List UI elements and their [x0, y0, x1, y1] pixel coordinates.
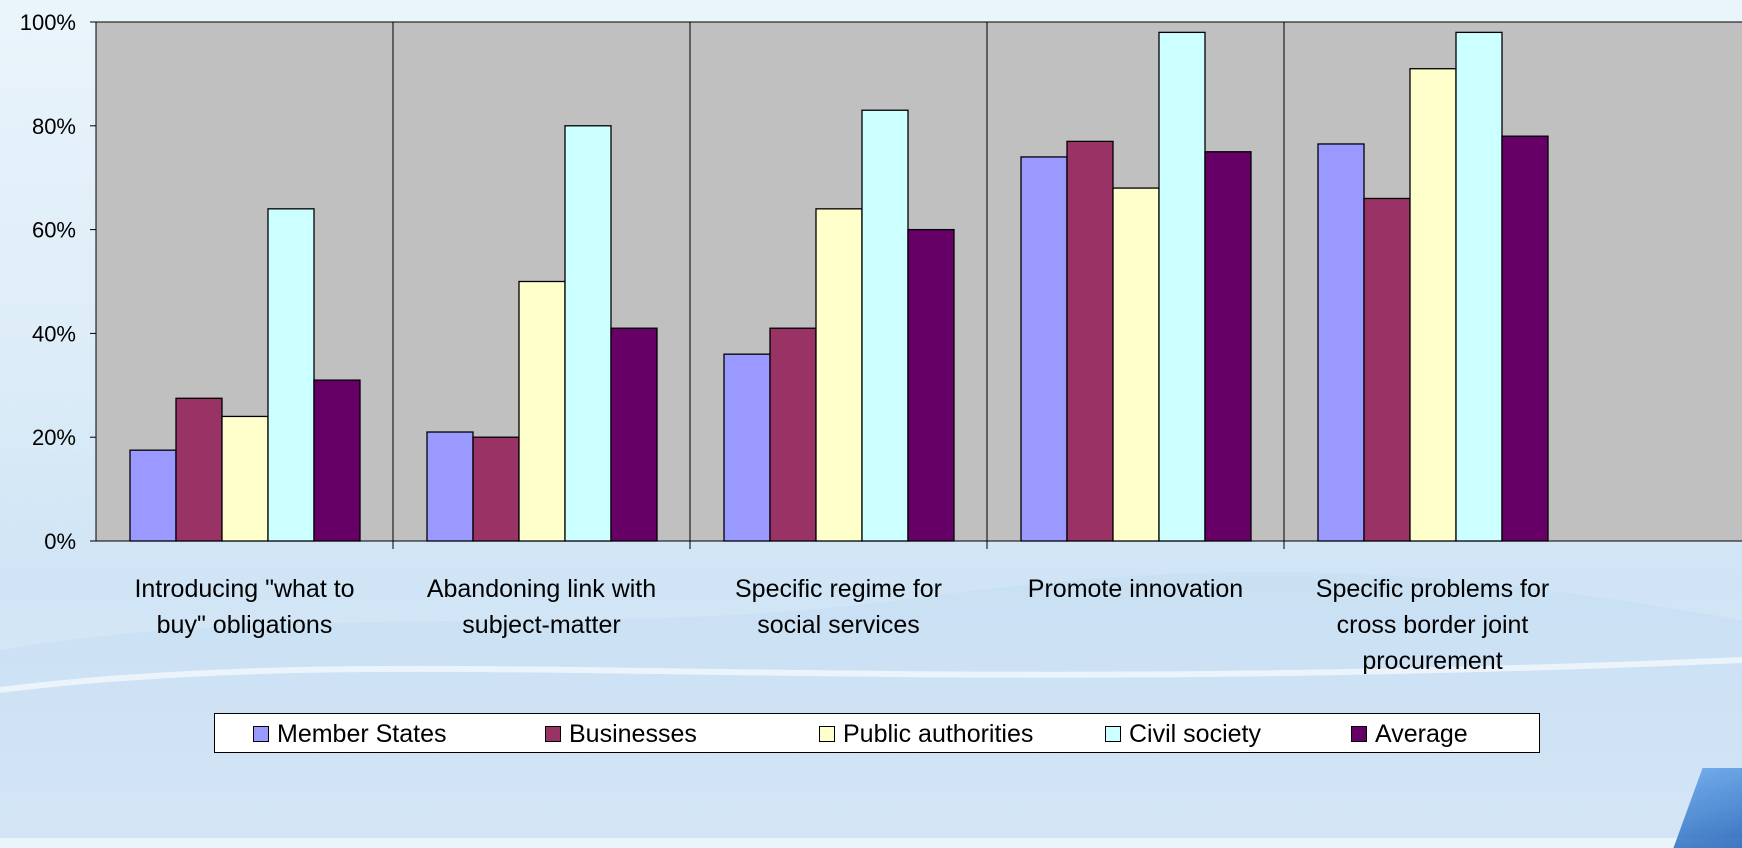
bar-businesses — [1066, 140, 1114, 542]
legend-label: Businesses — [569, 719, 697, 748]
bar-member-states — [129, 449, 177, 542]
legend-swatch — [819, 726, 835, 742]
legend-label: Member States — [277, 719, 447, 748]
bar-public-authorities — [815, 208, 863, 542]
bar-member-states — [1317, 143, 1365, 542]
bar-civil-society — [267, 208, 315, 542]
x-category-label: procurement — [1362, 647, 1502, 675]
legend-label: Average — [1375, 719, 1468, 748]
bar-average — [313, 379, 361, 542]
bar-civil-society — [1455, 31, 1503, 542]
x-category-label: Promote innovation — [1028, 575, 1243, 603]
y-tick-label: 80% — [32, 114, 76, 139]
bar-public-authorities — [1112, 187, 1160, 542]
y-tick-label: 0% — [44, 529, 76, 554]
legend-swatch — [1105, 726, 1121, 742]
legend-item: Civil society — [1105, 720, 1261, 748]
y-tick-label: 40% — [32, 321, 76, 346]
bar-public-authorities — [221, 415, 269, 542]
bar-member-states — [426, 431, 474, 542]
y-tick-label: 60% — [32, 218, 76, 243]
x-category-label: buy" obligations — [157, 611, 333, 639]
legend-item: Businesses — [545, 720, 697, 748]
legend-label: Public authorities — [843, 719, 1034, 748]
bar-member-states — [723, 353, 771, 542]
x-category-label: Abandoning link with — [427, 575, 656, 603]
bar-businesses — [175, 397, 223, 542]
legend-item: Public authorities — [819, 720, 1033, 748]
bar-businesses — [769, 327, 817, 542]
bar-average — [1204, 151, 1252, 542]
chart-legend: Member States Businesses Public authoritie… — [214, 713, 1540, 753]
bar-civil-society — [1158, 31, 1206, 542]
bar-public-authorities — [1409, 68, 1457, 542]
bar-businesses — [1363, 197, 1411, 542]
x-category-label: social services — [757, 611, 920, 639]
y-tick-label: 20% — [32, 425, 76, 450]
bar-average — [610, 327, 658, 542]
x-category-label: cross border joint — [1337, 611, 1529, 639]
legend-item: Member States — [253, 720, 447, 748]
x-category-label: Specific regime for — [735, 575, 942, 603]
legend-swatch — [1351, 726, 1367, 742]
y-tick-label: 100% — [20, 10, 76, 35]
legend-label: Civil society — [1129, 719, 1261, 748]
bar-public-authorities — [518, 280, 566, 542]
bar-member-states — [1020, 156, 1068, 542]
bar-civil-society — [564, 125, 612, 542]
legend-item: Average — [1351, 720, 1468, 748]
bar-average — [1501, 135, 1549, 542]
x-category-label: subject-matter — [462, 611, 620, 639]
x-category-label: Specific problems for — [1316, 575, 1549, 603]
legend-swatch — [545, 726, 561, 742]
bar-civil-society — [861, 109, 909, 542]
bar-average — [907, 228, 955, 542]
x-category-label: Introducing "what to — [134, 575, 354, 603]
legend-swatch — [253, 726, 269, 742]
bar-businesses — [472, 436, 520, 542]
